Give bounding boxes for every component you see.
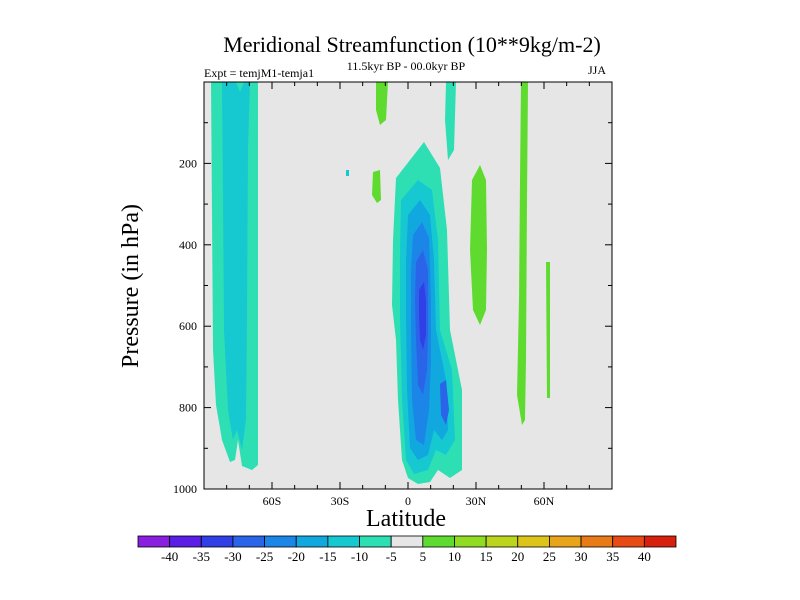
- contour-fill-upper-positive: [376, 82, 388, 125]
- left-string: Expt = temjM1-temja1: [204, 66, 314, 80]
- y-tick-label-2: 600: [179, 319, 197, 333]
- colorbar-label-12: 25: [543, 549, 556, 564]
- y-tick-label-4: 1000: [173, 482, 197, 496]
- colorbar-label-10: 15: [480, 549, 493, 564]
- colorbar-label-6: -10: [351, 549, 368, 564]
- colorbar-box-8: [390, 535, 424, 548]
- colorbar-box-9: [422, 535, 455, 548]
- colorbar-label-9: 10: [448, 549, 461, 564]
- colorbar-label-4: -20: [288, 549, 305, 564]
- contour-fill-tropical-lobe: [440, 380, 449, 425]
- colorbar-label-0: -40: [161, 549, 178, 564]
- contour-fill-tropical-core: [419, 282, 426, 350]
- contour-fill-tropical-upper-flank: [445, 82, 456, 160]
- colorbar-box-15: [612, 535, 645, 548]
- colorbar-label-2: -30: [224, 549, 241, 564]
- colorbar-box-12: [517, 535, 550, 548]
- colorbar-label-14: 35: [606, 549, 619, 564]
- y-axis-label: Pressure (in hPa): [118, 204, 144, 368]
- axis-ticks: 60S 30S 0 30N 60N 200 400 600 800 1000: [173, 82, 612, 508]
- center-string: 11.5kyr BP - 00.0kyr BP: [347, 59, 466, 73]
- colorbar-box-11: [485, 535, 519, 548]
- colorbar-box-13: [549, 535, 582, 548]
- colorbar-box-7: [359, 535, 392, 548]
- contour-fill-south-polar-core: [222, 82, 250, 450]
- colorbar-box-5: [295, 535, 329, 548]
- colorbar-box-1: [169, 535, 202, 548]
- colorbar-label-15: 40: [638, 549, 651, 564]
- colorbar-box-6: [327, 535, 360, 548]
- colorbar-box-0: [137, 535, 171, 548]
- y-tick-label-0: 200: [179, 156, 197, 170]
- colorbar-label-3: -25: [256, 549, 273, 564]
- x-tick-label-4: 60N: [534, 494, 555, 508]
- colorbar-box-3: [232, 535, 265, 548]
- colorbar-box-16: [643, 535, 677, 548]
- colorbar-label-13: 30: [575, 549, 588, 564]
- colorbar: -40 -35 -30 -25 -20 -15 -10 -5 5 10 15 20 25 30 35 40: [137, 535, 677, 564]
- x-tick-label-0: 60S: [263, 494, 282, 508]
- colorbar-box-14: [580, 535, 614, 548]
- contour-fill-high-latitude-positive: [546, 262, 550, 398]
- colorbar-label-5: -15: [319, 549, 336, 564]
- x-tick-label-1: 30S: [331, 494, 350, 508]
- colorbar-label-1: -35: [193, 549, 210, 564]
- contour-fill-upper-positive-2: [372, 170, 381, 203]
- plot-area: 60S 30S 0 30N 60N 200 400 600 800 1000: [173, 81, 613, 508]
- right-string: JJA: [588, 63, 606, 77]
- contour-fill-dot: [346, 170, 349, 176]
- colorbar-box-10: [454, 535, 487, 548]
- contour-fill-midlatitude-positive: [517, 82, 528, 425]
- colorbar-box-2: [200, 535, 234, 548]
- x-tick-label-2: 0: [405, 494, 411, 508]
- colorbar-label-11: 20: [511, 549, 524, 564]
- colorbar-label-8: 5: [420, 549, 427, 564]
- y-tick-label-3: 800: [179, 401, 197, 415]
- chart-title: Meridional Streamfunction (10**9kg/m-2): [223, 32, 601, 57]
- contour-fill-subtropical-positive: [470, 165, 487, 325]
- x-tick-label-3: 30N: [466, 494, 487, 508]
- x-axis-label: Latitude: [366, 506, 446, 532]
- colorbar-box-4: [264, 535, 297, 548]
- colorbar-label-7: -5: [386, 549, 397, 564]
- y-tick-label-1: 400: [179, 238, 197, 252]
